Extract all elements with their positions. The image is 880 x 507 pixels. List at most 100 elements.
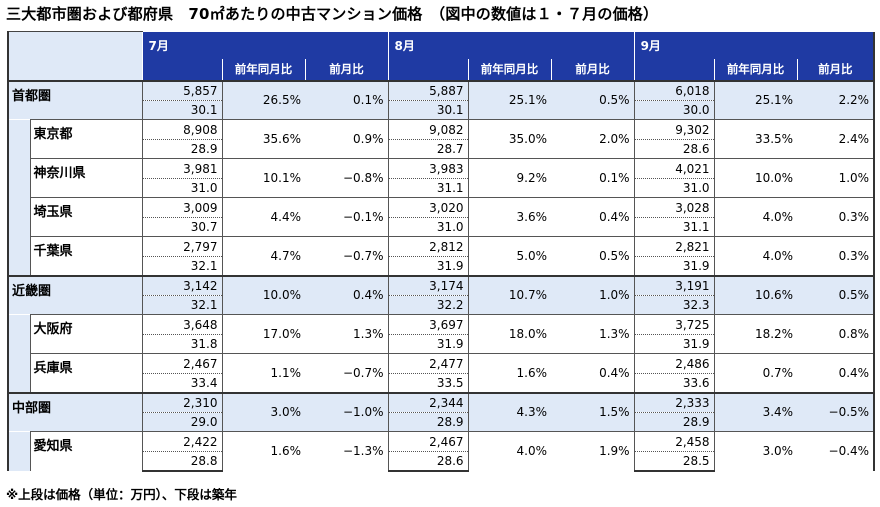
age-cell: 29.0 <box>141 412 223 432</box>
table-row-age: 28.8 28.6 28.5 <box>8 451 874 472</box>
yoy-cell: 35.0% <box>468 119 552 159</box>
age-cell: 31.9 <box>633 256 715 276</box>
mom-cell: 1.3% <box>305 314 389 354</box>
price-cell: 9,302 <box>633 119 715 140</box>
yoy-cell: 5.0% <box>468 236 552 276</box>
header-mom: 前月比 <box>304 58 389 81</box>
price-cell: 3,725 <box>633 314 715 335</box>
row-label: 兵庫県 <box>30 353 142 393</box>
yoy-cell: 4.0% <box>714 197 798 237</box>
age-cell: 30.7 <box>141 217 223 237</box>
yoy-cell: 3.0% <box>714 431 798 471</box>
price-cell: 3,191 <box>633 274 715 296</box>
footnote: ※上段は価格（単位：万円）、下段は築年 <box>6 487 237 502</box>
yoy-cell: 4.0% <box>468 431 552 471</box>
header-blank <box>633 58 715 81</box>
age-cell: 30.1 <box>141 100 223 120</box>
mom-cell: 0.4% <box>551 197 635 237</box>
row-indent <box>7 197 31 237</box>
table-row-age: 30.1 30.1 30.0 <box>8 100 874 120</box>
age-cell: 32.1 <box>141 295 223 315</box>
mom-cell: 1.9% <box>551 431 635 471</box>
price-cell: 5,857 <box>141 79 223 101</box>
yoy-cell: 33.5% <box>714 119 798 159</box>
mom-cell: 1.0% <box>797 158 876 198</box>
mom-cell: −0.4% <box>797 431 876 471</box>
age-cell: 28.7 <box>387 139 469 159</box>
mom-cell: −0.7% <box>305 236 389 276</box>
price-cell: 9,082 <box>387 119 469 140</box>
header-mom: 前月比 <box>550 58 635 81</box>
age-cell: 32.1 <box>141 256 223 276</box>
price-cell: 3,983 <box>387 158 469 179</box>
table-row: 千葉県 2,797 4.7% −0.7% 2,812 5.0% 0.5% 2,821 4.0% 0… <box>7 236 876 276</box>
yoy-cell: 1.6% <box>468 353 552 393</box>
table-row-age: 32.1 31.9 31.9 <box>8 256 874 276</box>
mom-cell: 1.0% <box>551 274 635 315</box>
price-cell: 3,697 <box>387 314 469 335</box>
price-cell: 2,333 <box>633 391 715 413</box>
yoy-cell: 4.0% <box>714 236 798 276</box>
table-row-age: 30.7 31.0 31.1 <box>8 217 874 237</box>
yoy-cell: 10.6% <box>714 274 798 315</box>
age-cell: 31.1 <box>387 178 469 198</box>
mom-cell: −1.0% <box>305 391 389 432</box>
table-row-age: 33.4 33.5 33.6 <box>8 373 874 393</box>
yoy-cell: 1.6% <box>222 431 305 471</box>
table-row-age: 28.9 28.7 28.6 <box>8 139 874 159</box>
yoy-cell: 1.1% <box>222 353 305 393</box>
header-mom: 前月比 <box>796 58 876 81</box>
yoy-cell: 10.1% <box>222 158 305 198</box>
age-cell: 32.3 <box>633 295 715 315</box>
age-cell: 33.5 <box>387 373 469 393</box>
mom-cell: 1.5% <box>551 391 635 432</box>
price-cell: 3,028 <box>633 197 715 218</box>
mom-cell: 2.2% <box>797 79 876 120</box>
yoy-cell: 17.0% <box>222 314 305 354</box>
age-cell: 32.2 <box>387 295 469 315</box>
price-cell: 3,174 <box>387 274 469 296</box>
yoy-cell: 10.0% <box>714 158 798 198</box>
price-cell: 2,422 <box>141 431 223 452</box>
yoy-cell: 9.2% <box>468 158 552 198</box>
row-label: 千葉県 <box>30 236 142 276</box>
row-label: 愛知県 <box>30 431 142 471</box>
mom-cell: 1.3% <box>551 314 635 354</box>
age-cell: 30.1 <box>387 100 469 120</box>
row-indent <box>7 158 31 198</box>
age-cell: 31.1 <box>633 217 715 237</box>
mom-cell: 0.8% <box>797 314 876 354</box>
yoy-cell: 3.6% <box>468 197 552 237</box>
yoy-cell: 35.6% <box>222 119 305 159</box>
yoy-cell: 25.1% <box>714 79 798 120</box>
price-cell: 2,797 <box>141 236 223 257</box>
yoy-cell: 18.2% <box>714 314 798 354</box>
mom-cell: 0.3% <box>797 197 876 237</box>
table-row: 埼玉県 3,009 4.4% −0.1% 3,020 3.6% 0.4% 3,028 4.0% 0… <box>7 197 876 237</box>
mom-cell: −0.7% <box>305 353 389 393</box>
price-cell: 3,648 <box>141 314 223 335</box>
row-label: 東京都 <box>30 119 142 159</box>
yoy-cell: 18.0% <box>468 314 552 354</box>
yoy-cell: 10.7% <box>468 274 552 315</box>
age-cell: 28.9 <box>387 412 469 432</box>
price-cell: 3,142 <box>141 274 223 296</box>
header-yoy: 前年同月比 <box>713 58 798 81</box>
price-cell: 2,812 <box>387 236 469 257</box>
price-cell: 2,310 <box>141 391 223 413</box>
price-cell: 3,981 <box>141 158 223 179</box>
row-indent <box>7 431 31 471</box>
yoy-cell: 10.0% <box>222 274 305 315</box>
price-cell: 2,477 <box>387 353 469 374</box>
age-cell: 28.9 <box>633 412 715 432</box>
header-sub-row: 前年同月比 前月比 前年同月比 前月比 前年同月比 前月比 <box>8 58 876 81</box>
yoy-cell: 25.1% <box>468 79 552 120</box>
price-cell: 2,821 <box>633 236 715 257</box>
mom-cell: −0.8% <box>305 158 389 198</box>
mom-cell: 0.1% <box>551 158 635 198</box>
header-month-sep: 9月 <box>633 31 876 59</box>
table-row-age: 31.8 31.9 31.9 <box>8 334 874 354</box>
row-label: 大阪府 <box>30 314 142 354</box>
price-table: 7月 8月 9月 前年同月比 前月比 前年同月比 前月比 前年同月比 前月比 首… <box>7 31 876 472</box>
table-row: 神奈川県 3,981 10.1% −0.8% 3,983 9.2% 0.1% 4,021 10.… <box>7 158 876 198</box>
